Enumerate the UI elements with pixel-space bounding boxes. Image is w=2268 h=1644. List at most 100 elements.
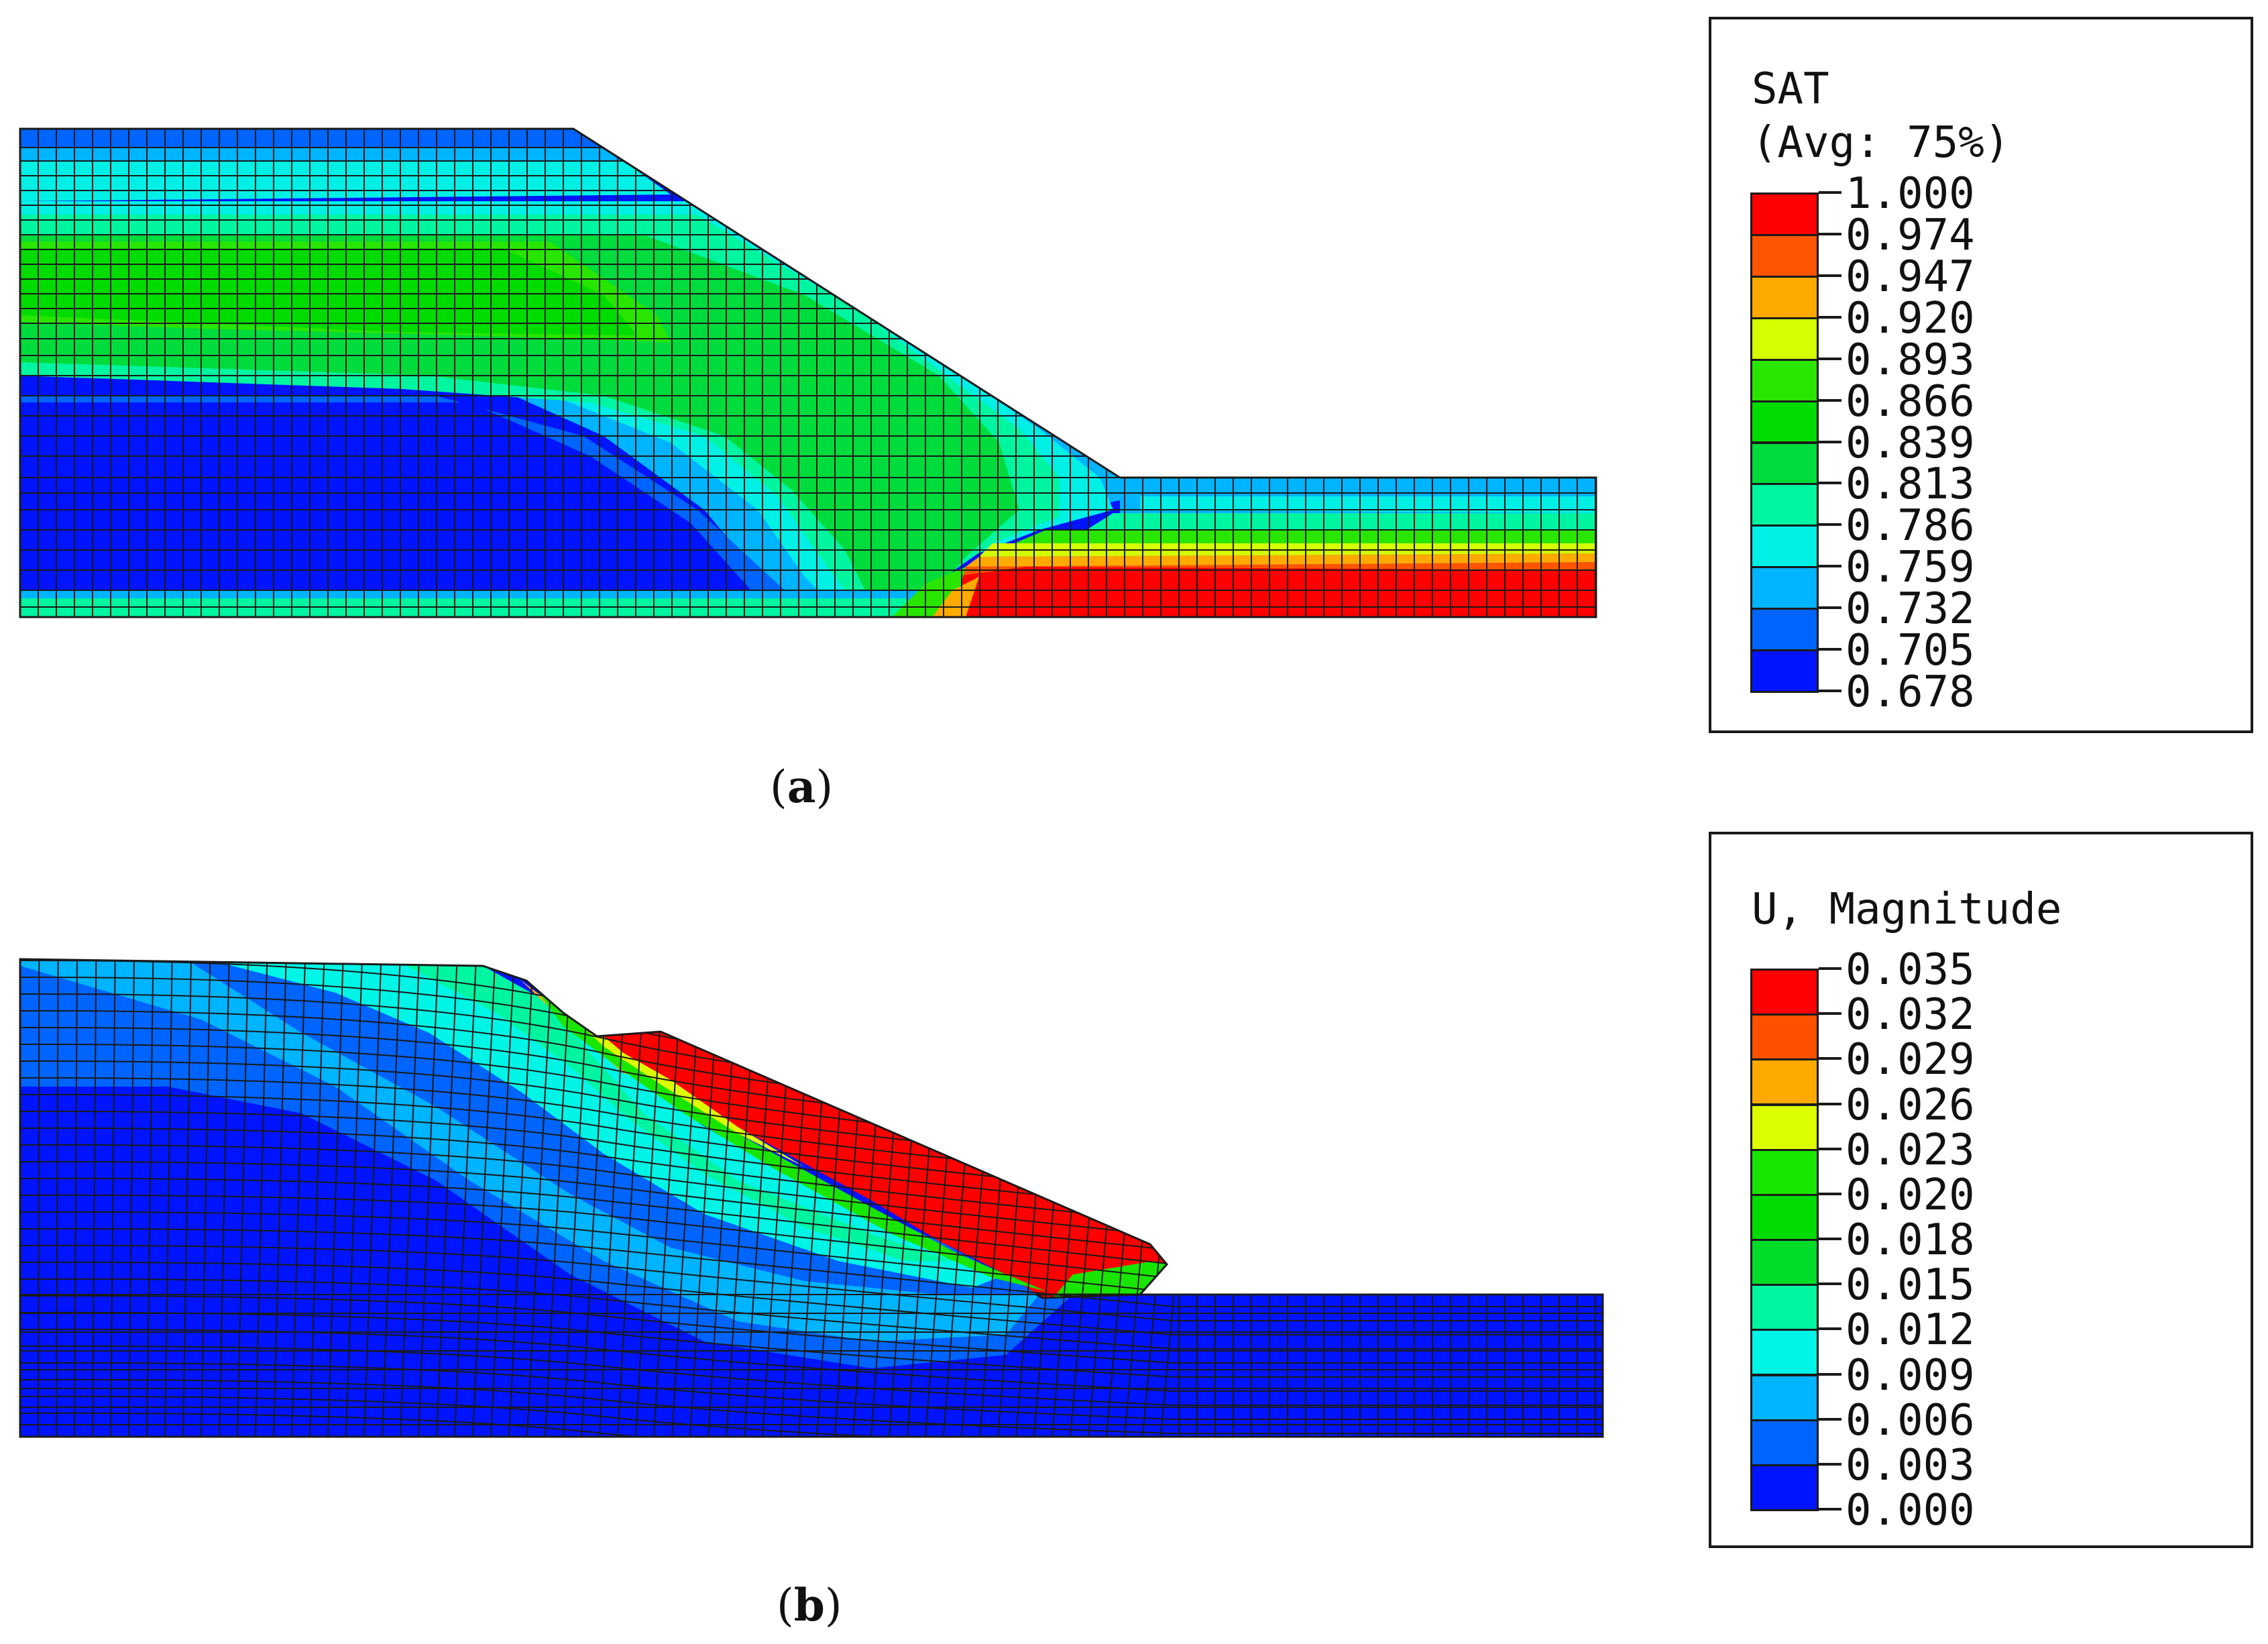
sat-legend-tick <box>1819 482 1841 485</box>
sat-legend-tick <box>1819 690 1841 692</box>
sat-legend-tick <box>1819 606 1841 610</box>
mesh-row <box>20 1362 1603 1420</box>
mesh-row <box>20 1311 1603 1378</box>
mesh-row <box>20 1378 1603 1434</box>
displacement-legend-tick <box>1819 1147 1841 1150</box>
mesh-row <box>20 1227 1603 1307</box>
sat-legend-label: 0.813 <box>1846 459 1975 510</box>
displacement-legend-swatch <box>1750 1374 1819 1421</box>
mesh-row <box>20 1194 1603 1279</box>
mesh-row <box>20 1244 1603 1321</box>
mesh-row <box>20 1160 1603 1251</box>
sat-legend-label: 0.893 <box>1846 335 1975 385</box>
mesh-col <box>563 959 591 1437</box>
mesh-col <box>382 959 401 1437</box>
displacement-color-bar <box>1750 969 1819 1511</box>
sat-legend-swatch <box>1750 193 1819 236</box>
mesh-col <box>128 959 135 1437</box>
displacement-legend-swatch <box>1750 1329 1819 1376</box>
mesh-row <box>20 1211 1603 1293</box>
displacement-legend-swatch <box>1750 1013 1819 1061</box>
displacement-legend-tick <box>1819 1012 1841 1016</box>
displacement-legend-label: 0.018 <box>1846 1215 1975 1265</box>
mesh-col <box>201 959 211 1437</box>
displacement-legend-tick <box>1819 967 1841 970</box>
displacement-legend-label: 0.026 <box>1846 1080 1975 1130</box>
displacement-legend-title: U, Magnitude <box>1752 885 2062 934</box>
mesh-col <box>635 959 665 1437</box>
sat-legend-swatch <box>1750 233 1819 278</box>
displacement-legend-tick <box>1819 1057 1841 1060</box>
mesh-col <box>74 959 78 1437</box>
sat-legend-tick <box>1819 523 1841 527</box>
displacement-legend-swatch <box>1750 1148 1819 1196</box>
sat-legend-swatch <box>1750 483 1819 527</box>
caption-b-letter: b <box>793 1579 825 1631</box>
mesh-row <box>20 1177 1603 1265</box>
sat-legend-title-line2: (Avg: 75%) <box>1752 118 2010 168</box>
sat-legend-swatch <box>1750 400 1819 444</box>
displacement-legend-tick <box>1819 1102 1841 1105</box>
sat-legend-tick <box>1819 440 1841 443</box>
mesh-col <box>545 959 572 1437</box>
mesh-col <box>38 959 40 1437</box>
sat-legend-swatch <box>1750 525 1819 569</box>
mesh-row <box>20 1127 1603 1223</box>
sat-legend-label: 0.732 <box>1846 584 1975 635</box>
displacement-legend-label: 0.003 <box>1846 1440 1975 1490</box>
sat-legend-label: 0.839 <box>1846 418 1975 468</box>
displacement-legend-label: 0.020 <box>1846 1170 1975 1220</box>
mesh-col <box>219 959 230 1437</box>
mesh-col <box>237 959 249 1437</box>
sat-legend-swatch <box>1750 566 1819 610</box>
displacement-outline <box>19 958 1604 1438</box>
mesh-col <box>490 959 516 1437</box>
displacement-legend-tick <box>1819 1508 1841 1511</box>
displacement-legend-swatch <box>1750 969 1819 1016</box>
sat-legend-swatch <box>1750 358 1819 402</box>
displacement-legend-label: 0.032 <box>1846 990 1975 1040</box>
displacement-legend-label: 0.006 <box>1846 1395 1975 1445</box>
mesh-col <box>56 959 59 1437</box>
displacement-legend-swatch <box>1750 1464 1819 1511</box>
sat-outline <box>19 127 1597 618</box>
sat-legend-tick <box>1819 274 1841 277</box>
sat-legend-swatch <box>1750 317 1819 361</box>
mesh-row <box>20 1278 1603 1350</box>
displacement-legend-label: 0.000 <box>1846 1486 1975 1535</box>
sat-legend-title-line1: SAT <box>1752 64 1829 114</box>
caption-b: (b) <box>777 1579 842 1631</box>
caption-a: (a) <box>770 761 834 813</box>
mesh-col <box>436 959 459 1437</box>
displacement-legend-tick <box>1819 1192 1841 1195</box>
mesh-row <box>20 1395 1603 1437</box>
mesh-col <box>345 959 363 1437</box>
mesh-col <box>309 959 325 1437</box>
displacement-legend-label: 0.015 <box>1846 1260 1975 1311</box>
sat-legend-tick <box>1819 398 1841 402</box>
sat-legend-label: 1.000 <box>1846 169 1975 219</box>
mesh-col <box>255 959 268 1437</box>
mesh-col <box>508 959 534 1437</box>
mesh-col <box>418 959 439 1437</box>
displacement-legend: U, Magnitude 0.035 0.032 0.029 0.026 0.023 0.… <box>1709 832 2253 1548</box>
displacement-legend-label: 0.035 <box>1846 945 1975 995</box>
sat-legend-tick <box>1819 357 1841 360</box>
mesh-row <box>20 1144 1603 1237</box>
mesh-col <box>472 959 496 1437</box>
displacement-legend-swatch <box>1750 1239 1819 1286</box>
mesh-col <box>363 959 382 1437</box>
displacement-legend-swatch <box>1750 1419 1819 1466</box>
sat-legend-swatch <box>1750 608 1819 652</box>
displacement-legend-swatch <box>1750 1103 1819 1151</box>
caption-a-letter: a <box>787 761 816 813</box>
mesh-row <box>20 1328 1603 1392</box>
mesh-col <box>273 959 287 1437</box>
mesh-col <box>400 959 420 1437</box>
sat-legend-label: 0.678 <box>1846 667 1975 717</box>
sat-color-bar <box>1750 193 1819 693</box>
mesh-row <box>20 1093 1603 1195</box>
displacement-legend-tick <box>1819 1417 1841 1421</box>
mesh-row <box>20 1295 1603 1364</box>
